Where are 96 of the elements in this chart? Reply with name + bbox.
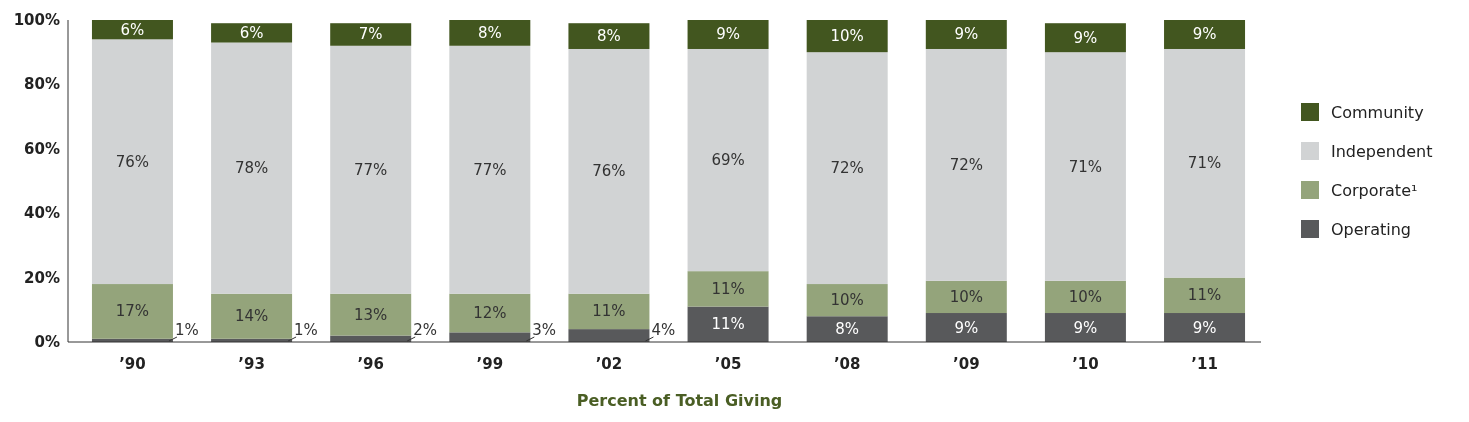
bar — [806, 284, 888, 317]
data-label: 9% — [1073, 318, 1098, 337]
bar — [330, 45, 412, 294]
bar — [1164, 20, 1246, 49]
bar — [1164, 277, 1246, 314]
bar — [449, 293, 531, 333]
data-label: 9% — [1073, 28, 1098, 47]
bar — [1164, 313, 1246, 342]
data-label: 14% — [234, 307, 269, 326]
data-label: 71% — [1187, 154, 1222, 173]
data-label: 78% — [234, 159, 269, 178]
y-tick-label: 0% — [34, 333, 60, 351]
data-label: 9% — [954, 25, 979, 44]
data-label: 1% — [294, 321, 318, 339]
data-label: 76% — [115, 152, 150, 171]
data-label: 71% — [1068, 157, 1103, 176]
data-label: 76% — [592, 162, 626, 181]
data-label: 77% — [354, 160, 388, 179]
x-tick-label: ’08 — [833, 355, 861, 373]
data-label: 9% — [716, 25, 740, 44]
bar — [1044, 52, 1126, 281]
bar — [925, 48, 1007, 281]
bar — [1164, 48, 1246, 278]
data-label: 6% — [120, 20, 145, 39]
data-label: 72% — [830, 159, 864, 178]
bar — [568, 329, 650, 342]
bar — [1044, 313, 1126, 342]
data-label: 8% — [477, 23, 502, 42]
data-label: 10% — [1068, 287, 1103, 306]
y-tick-label: 60% — [24, 139, 60, 158]
data-label: 7% — [358, 25, 383, 44]
legend-label: Operating — [1331, 220, 1411, 239]
bar — [568, 23, 650, 49]
bar — [330, 293, 412, 336]
x-tick-label: ’02 — [595, 355, 623, 373]
bar — [806, 52, 888, 285]
data-label: 9% — [954, 318, 979, 337]
bar — [687, 48, 769, 272]
y-tick-label: 40% — [24, 204, 60, 223]
bar — [1044, 280, 1126, 314]
data-label: 13% — [354, 305, 388, 324]
data-label: 11% — [711, 279, 745, 298]
y-tick-label: 80% — [24, 75, 60, 94]
bar — [449, 332, 531, 342]
data-label: 11% — [711, 315, 745, 334]
x-tick-label: ’90 — [119, 355, 146, 373]
bar — [91, 39, 173, 285]
data-label: 1% — [174, 321, 199, 339]
x-axis-title: Percent of Total Giving — [576, 391, 783, 410]
y-tick-label: 100% — [13, 11, 60, 29]
bar — [925, 313, 1007, 342]
bar — [806, 20, 888, 53]
x-tick-label: ’99 — [476, 355, 504, 373]
data-label: 9% — [1192, 25, 1217, 44]
data-label: 2% — [413, 321, 437, 339]
data-label: 4% — [651, 321, 676, 339]
bar — [211, 293, 293, 339]
data-label: 10% — [949, 287, 983, 306]
data-label: 11% — [1187, 286, 1222, 305]
data-label: 17% — [115, 302, 150, 321]
bar — [687, 306, 769, 342]
legend-label: Community — [1331, 103, 1424, 122]
data-label: 8% — [835, 320, 860, 339]
bar — [568, 293, 650, 330]
x-tick-label: ’09 — [953, 355, 980, 373]
x-tick-label: ’05 — [714, 355, 742, 373]
data-label: 72% — [949, 155, 983, 174]
data-label: 77% — [473, 160, 507, 179]
bar — [211, 42, 293, 294]
bar — [449, 20, 531, 46]
data-label: 12% — [473, 304, 507, 323]
bar — [211, 23, 293, 43]
data-label: 9% — [1192, 318, 1217, 337]
data-label: 11% — [592, 302, 626, 321]
data-label: 8% — [597, 27, 621, 46]
legend-label: Independent — [1331, 142, 1433, 161]
data-label: 3% — [532, 321, 557, 339]
bar — [330, 23, 412, 46]
bar — [925, 20, 1007, 49]
bar — [687, 271, 769, 307]
x-tick-label: ’11 — [1191, 355, 1218, 373]
data-label: 6% — [239, 23, 264, 42]
bar — [449, 45, 531, 294]
x-tick-label: ’10 — [1072, 355, 1099, 373]
bar — [568, 48, 650, 294]
data-label: 69% — [711, 151, 745, 170]
data-label: 10% — [830, 291, 864, 310]
legend-label: Corporate¹ — [1331, 181, 1418, 200]
data-label: 10% — [830, 27, 864, 46]
bar — [925, 280, 1007, 314]
bar — [91, 284, 173, 339]
bar — [687, 20, 769, 49]
y-tick-label: 20% — [24, 268, 60, 287]
x-tick-label: ’96 — [357, 355, 384, 373]
x-tick-label: ’93 — [238, 355, 265, 373]
bar — [1044, 23, 1126, 53]
